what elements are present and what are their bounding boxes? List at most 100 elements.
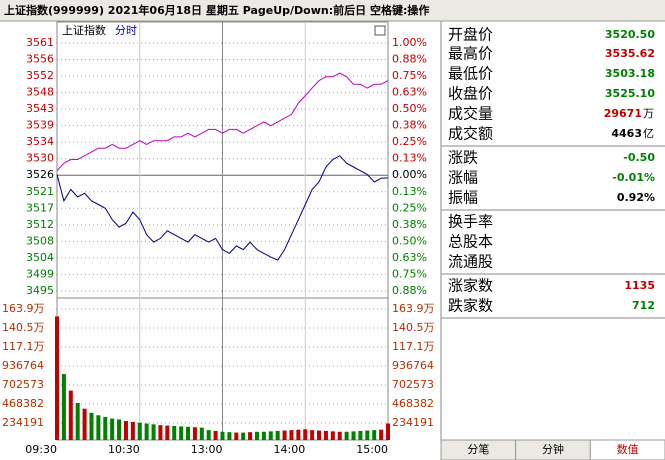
volume-bar bbox=[303, 429, 308, 440]
volume-tick-label: 163.9万 bbox=[2, 302, 45, 315]
pct-tick-label: 0.38% bbox=[392, 119, 427, 132]
volume-bar bbox=[206, 430, 211, 440]
pct-tick-label: 0.25% bbox=[392, 201, 427, 214]
pct-tick-label: 0.75% bbox=[392, 69, 427, 82]
pct-tick-label: 0.00% bbox=[392, 168, 427, 181]
price-tick-label: 3539 bbox=[26, 119, 54, 132]
volume-bar bbox=[82, 408, 87, 440]
price-tick-label: 3512 bbox=[26, 218, 54, 231]
volume-tick-label: 234191 bbox=[2, 416, 44, 429]
volume-bar bbox=[68, 390, 73, 440]
volume-bar bbox=[358, 430, 363, 440]
volume-bar bbox=[213, 430, 218, 440]
pct-tick-label: 0.50% bbox=[392, 102, 427, 115]
quote-label: 涨家数 bbox=[448, 277, 493, 295]
price-tick-label: 3548 bbox=[26, 86, 54, 99]
quote-label: 换手率 bbox=[448, 213, 493, 231]
time-tick-label: 10:30 bbox=[108, 443, 140, 456]
price-tick-label: 3526 bbox=[26, 168, 54, 181]
pct-tick-label: 0.38% bbox=[392, 218, 427, 231]
price-tick-label: 3499 bbox=[26, 267, 54, 280]
volume-bar bbox=[96, 415, 101, 440]
tab-label[interactable]: 分笔 bbox=[467, 442, 489, 456]
volume-bar bbox=[199, 427, 204, 440]
volume-bar bbox=[310, 430, 315, 440]
volume-bar bbox=[55, 316, 59, 440]
volume-bar bbox=[337, 431, 342, 440]
quote-value: 4463 bbox=[611, 127, 642, 140]
toggle-icon[interactable] bbox=[374, 25, 386, 36]
volume-tick-label: 117.1万 bbox=[392, 340, 435, 353]
quote-value: 3503.18 bbox=[605, 67, 655, 80]
price-tick-label: 3552 bbox=[26, 69, 54, 82]
volume-bar bbox=[241, 432, 246, 440]
price-tick-label: 3530 bbox=[26, 152, 54, 165]
volume-bar bbox=[282, 430, 287, 440]
volume-tick-label: 140.5万 bbox=[392, 321, 435, 334]
volume-bar bbox=[137, 422, 142, 440]
volume-bar bbox=[330, 431, 335, 440]
quote-value: 3520.50 bbox=[605, 28, 655, 41]
volume-bar bbox=[117, 419, 122, 440]
pct-tick-label: 1.00% bbox=[392, 36, 427, 49]
tab-label[interactable]: 数值 bbox=[617, 443, 639, 456]
quote-label: 开盘价 bbox=[448, 26, 493, 44]
volume-bar bbox=[365, 430, 370, 440]
index-name: 上证指数 bbox=[62, 23, 106, 37]
price-tick-label: 3508 bbox=[26, 234, 54, 247]
volume-tick-label: 468382 bbox=[2, 397, 44, 410]
volume-tick-label: 702573 bbox=[392, 378, 434, 391]
volume-tick-label: 140.5万 bbox=[2, 321, 45, 334]
quote-label: 成交额 bbox=[448, 125, 493, 143]
volume-bar bbox=[323, 430, 328, 440]
quote-label: 振幅 bbox=[448, 189, 478, 207]
mode-label[interactable]: 分时 bbox=[115, 24, 137, 37]
quote-unit: 亿 bbox=[643, 127, 654, 140]
quote-label: 涨幅 bbox=[448, 169, 478, 187]
quote-label: 成交量 bbox=[448, 105, 493, 123]
quote-value: 1135 bbox=[624, 279, 655, 292]
volume-bar bbox=[172, 425, 177, 440]
volume-bar bbox=[254, 431, 259, 440]
pct-tick-label: 0.13% bbox=[392, 185, 427, 198]
volume-bar bbox=[144, 423, 149, 440]
price-tick-label: 3534 bbox=[26, 135, 54, 148]
title-bar bbox=[0, 0, 665, 21]
time-tick-label: 09:30 bbox=[25, 443, 57, 456]
volume-tick-label: 234191 bbox=[392, 416, 434, 429]
time-tick-label: 14:00 bbox=[274, 443, 306, 456]
quote-label: 收盘价 bbox=[448, 85, 493, 103]
time-tick-label: 15:00 bbox=[356, 443, 388, 456]
volume-bar bbox=[61, 374, 66, 440]
volume-bar bbox=[227, 432, 232, 440]
price-tick-label: 3517 bbox=[26, 201, 54, 214]
average-line bbox=[56, 72, 389, 172]
price-tick-label: 3521 bbox=[26, 185, 54, 198]
price-tick-label: 3556 bbox=[26, 53, 54, 66]
volume-bar bbox=[158, 425, 163, 440]
volume-bar bbox=[192, 427, 197, 440]
volume-bar bbox=[234, 432, 239, 440]
quote-value: 0.92% bbox=[617, 191, 655, 204]
price-tick-label: 3561 bbox=[26, 36, 54, 49]
quote-value: 3525.10 bbox=[605, 87, 655, 100]
quote-unit: 万 bbox=[643, 107, 654, 120]
time-tick-label: 13:00 bbox=[191, 443, 223, 456]
tab-label[interactable]: 分钟 bbox=[542, 442, 564, 456]
volume-bar bbox=[75, 402, 80, 440]
volume-bar bbox=[344, 431, 349, 440]
title-text: 上证指数(999999) 2021年06月18日 星期五 PageUp/Down… bbox=[4, 3, 429, 17]
quote-label: 最高价 bbox=[448, 45, 493, 63]
volume-bar bbox=[372, 430, 377, 440]
volume-bar bbox=[123, 421, 128, 440]
pct-tick-label: 0.88% bbox=[392, 53, 427, 66]
quote-label: 总股本 bbox=[448, 233, 493, 251]
quote-value: -0.01% bbox=[612, 171, 655, 184]
volume-bar bbox=[186, 426, 191, 440]
volume-bar bbox=[351, 431, 356, 440]
volume-tick-label: 117.1万 bbox=[2, 340, 45, 353]
volume-tick-label: 936764 bbox=[2, 359, 44, 372]
quote-label: 流通股 bbox=[448, 253, 493, 271]
volume-tick-label: 936764 bbox=[392, 359, 434, 372]
